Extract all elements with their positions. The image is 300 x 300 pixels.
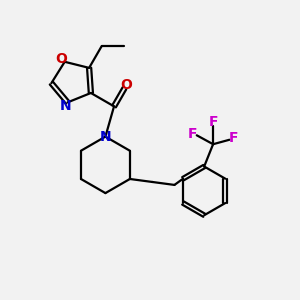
Text: F: F [208,115,218,129]
Text: O: O [120,78,132,92]
Text: N: N [60,99,72,113]
Text: O: O [55,52,67,66]
Text: N: N [100,130,111,144]
Text: F: F [188,127,197,141]
Text: F: F [229,131,239,145]
